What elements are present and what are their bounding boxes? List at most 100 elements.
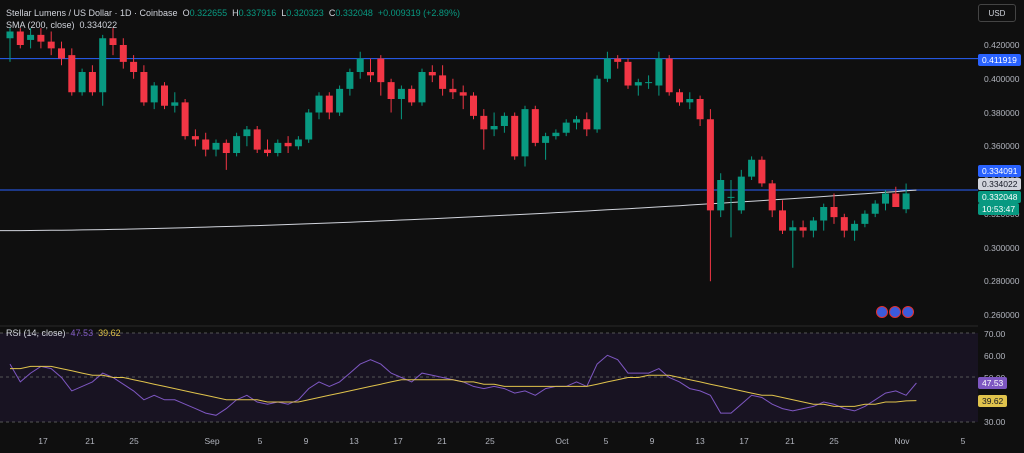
sma-tag: 0.334022 — [978, 178, 1022, 190]
candle-body — [665, 58, 673, 93]
candle-body — [500, 115, 508, 126]
x-axis-label: 13 — [349, 436, 359, 446]
candle-body — [542, 136, 550, 143]
candle-body — [789, 227, 797, 231]
ohlc-legend: Stellar Lumens / US Dollar · 1D · Coinba… — [6, 8, 460, 18]
events-group[interactable] — [876, 306, 914, 318]
candle-body — [264, 149, 271, 153]
candle-body — [449, 88, 457, 93]
high-label: H — [232, 8, 239, 18]
rsi-ma-value: 39.62 — [98, 328, 121, 338]
candle-body — [397, 88, 405, 99]
candle-body — [531, 109, 539, 143]
event-flag-icon[interactable] — [902, 306, 914, 318]
x-axis-label: 17 — [393, 436, 403, 446]
rsi-legend[interactable]: RSI (14, close) 47.53 39.62 — [6, 328, 121, 338]
candle-body — [459, 92, 467, 96]
candle-body — [284, 142, 292, 147]
candle-body — [562, 122, 570, 133]
candle-body — [325, 95, 333, 113]
candle-body — [99, 38, 107, 93]
candle-body — [480, 115, 488, 130]
candle-body — [470, 95, 477, 116]
candle-body — [171, 102, 179, 106]
candle-body — [727, 196, 735, 198]
price-tick: 0.400000 — [984, 73, 1020, 84]
change-value: +0.009319 (+2.89%) — [377, 8, 460, 18]
candle-body — [737, 176, 745, 211]
rsi-tag: 47.53 — [978, 377, 1008, 389]
candle-body — [871, 203, 879, 214]
candle-body — [820, 207, 828, 221]
candle-body — [233, 136, 241, 153]
candle-body — [109, 38, 117, 45]
currency-button[interactable]: USD — [978, 4, 1016, 22]
candle-body — [212, 142, 220, 150]
candle-body — [717, 180, 725, 211]
event-flag-icon[interactable] — [889, 306, 901, 318]
candle-body — [161, 85, 168, 106]
close-value: 0.332048 — [335, 8, 373, 18]
candle-body — [552, 132, 560, 137]
candle-body — [758, 159, 766, 184]
candle-body — [58, 48, 65, 59]
sma-legend[interactable]: SMA (200, close) 0.334022 — [6, 20, 117, 30]
candle-body — [634, 82, 642, 86]
x-axis-label: Nov — [894, 436, 910, 446]
candle-body — [253, 129, 261, 150]
candle-body — [243, 129, 251, 137]
candle-body — [809, 220, 817, 231]
candle-body — [676, 92, 683, 103]
candle-body — [892, 193, 900, 207]
candle-body — [222, 142, 230, 153]
candle-body — [387, 82, 395, 99]
x-axis-label: 9 — [303, 436, 309, 446]
sma-value: 0.334022 — [79, 20, 118, 30]
price-tick: 0.280000 — [984, 276, 1020, 287]
candle-body — [706, 119, 714, 211]
rsi-ma-tag: 39.62 — [978, 395, 1008, 407]
candle-body — [68, 55, 76, 93]
candle-body — [840, 217, 848, 231]
candle-body — [27, 34, 35, 40]
candle-body — [583, 119, 591, 130]
x-axis-label: 13 — [695, 436, 705, 446]
candle-body — [367, 72, 374, 76]
candle-body — [655, 58, 663, 86]
x-axis-label: 17 — [739, 436, 749, 446]
high-value: 0.337916 — [238, 8, 277, 18]
candle-body — [37, 34, 45, 42]
rsi-ma-line[interactable] — [10, 365, 917, 407]
x-axis-label: Oct — [555, 436, 569, 446]
candle-body — [851, 223, 859, 231]
candle-body — [336, 88, 344, 113]
event-flag-icon[interactable] — [876, 306, 888, 318]
sma-line[interactable] — [0, 189, 917, 232]
candle-body — [686, 99, 694, 103]
candle-body — [47, 41, 55, 49]
last-price-tag: 0.332048 — [978, 191, 1022, 203]
candle-body — [346, 72, 354, 89]
candle-body — [768, 183, 776, 211]
candle-body — [439, 75, 447, 89]
x-axis-label: 21 — [437, 436, 447, 446]
candle-body — [603, 58, 611, 79]
candle-body — [181, 102, 189, 137]
price-tick: 0.380000 — [984, 107, 1020, 118]
x-axis-label: 21 — [85, 436, 95, 446]
close-label: C — [328, 8, 336, 18]
candle-body — [202, 139, 210, 150]
x-axis-label: 25 — [485, 436, 495, 446]
candle-body — [830, 207, 838, 218]
candle-body — [882, 193, 889, 204]
candle-body — [748, 159, 756, 177]
candle-body — [140, 72, 148, 103]
hline-bottom-tag: 0.334091 — [978, 165, 1022, 177]
price-tick: 0.420000 — [984, 40, 1020, 50]
rsi-tick: 30.00 — [984, 417, 1006, 427]
candle-body — [521, 109, 529, 157]
symbol-title[interactable]: Stellar Lumens / US Dollar · 1D · Coinba… — [6, 8, 178, 18]
low-label: L — [281, 8, 287, 18]
rsi-label: RSI (14, close) — [6, 328, 66, 338]
